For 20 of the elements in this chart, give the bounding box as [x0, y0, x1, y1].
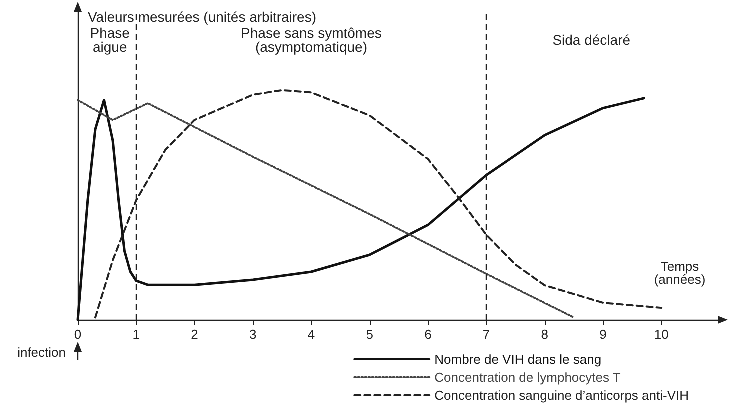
x-tick-label: 3 — [249, 327, 257, 342]
x-tick-label: 10 — [654, 327, 669, 342]
x-tick-label: 1 — [132, 327, 140, 342]
annotation: infection — [18, 344, 66, 361]
text: Phase aigue — [90, 25, 130, 55]
text: Concentration sanguine d’anticorps anti-VIH — [434, 388, 690, 403]
x-tick-label: 8 — [541, 327, 549, 342]
x-tick-label: 4 — [308, 327, 316, 342]
x-tick-label: 0 — [74, 327, 82, 342]
x-axis-title: Temps (années) — [654, 259, 706, 287]
y-axis-title: Valeurs mesurées (unités arbitraires) — [88, 9, 316, 25]
x-tick-label: 7 — [482, 327, 490, 342]
text: Concentration de lymphocytes T — [434, 370, 621, 385]
x-tick-label: 6 — [424, 327, 432, 342]
x-tick-label: 9 — [600, 327, 607, 342]
text: Sida déclaré — [552, 32, 631, 48]
x-tick-label: 2 — [191, 327, 198, 342]
text: Nombre de VIH dans le sang — [434, 352, 602, 367]
x-tick-label: 5 — [366, 327, 374, 342]
text: Phase sans symtômes (asymptomatique) — [241, 25, 382, 55]
